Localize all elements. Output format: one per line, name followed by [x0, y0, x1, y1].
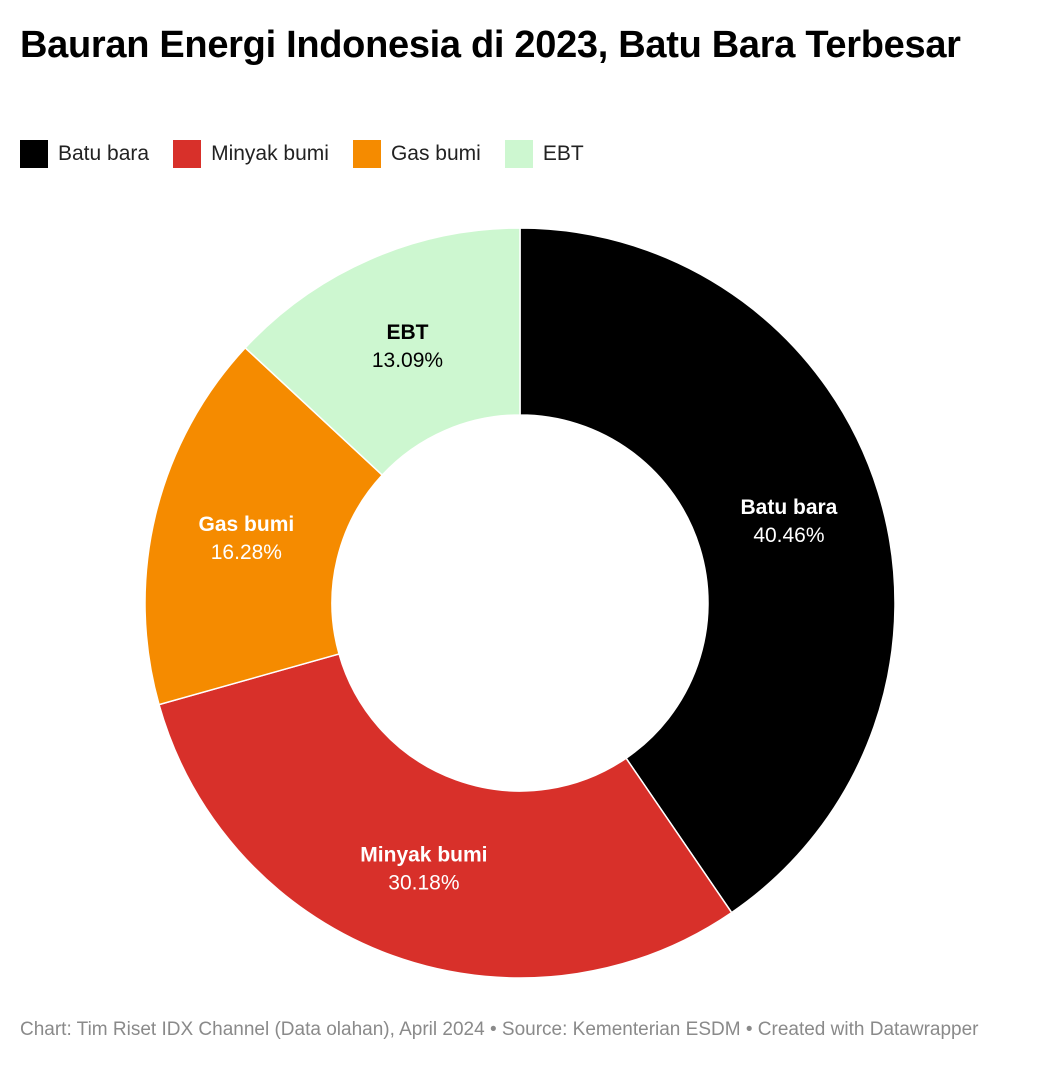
- footer-source: Source: Kementerian ESDM: [501, 1019, 741, 1040]
- footer-chart-credit: Chart: Tim Riset IDX Channel (Data olaha…: [20, 1019, 485, 1040]
- chart-footer: Chart: Tim Riset IDX Channel (Data olaha…: [20, 1017, 1010, 1043]
- slice-minyak-bumi: [158, 653, 733, 979]
- legend-item-ebt: EBT: [504, 140, 584, 168]
- legend-label-batu-bara: Batu bara: [58, 142, 150, 165]
- slice-label-gas-bumi: Gas bumi: [199, 513, 295, 536]
- legend-swatch-batu-bara: [20, 140, 48, 168]
- donut-chart: Batu bara 40.46% Minyak bumi 30.18% Gas bumi…: [144, 227, 896, 979]
- slice-value-minyak-bumi: 30.18%: [388, 872, 459, 895]
- chart-title: Bauran Energi Indonesia di 2023, Batu Ba…: [20, 24, 961, 66]
- footer-separator: •: [740, 1019, 758, 1040]
- legend-item-minyak-bumi: Minyak bumi: [173, 140, 329, 168]
- legend-label-ebt: EBT: [542, 142, 584, 165]
- slice-label-minyak-bumi: Minyak bumi: [360, 844, 487, 867]
- slice-gas-bumi: [144, 346, 384, 706]
- slice-label-ebt: EBT: [386, 321, 428, 344]
- slice-value-ebt: 13.09%: [372, 349, 443, 372]
- legend-item-gas-bumi: Gas bumi: [352, 140, 481, 168]
- footer-separator: •: [484, 1019, 502, 1040]
- slice-value-gas-bumi: 16.28%: [211, 541, 282, 564]
- legend: Batu bara Minyak bumi Gas bumi EBT: [20, 140, 608, 168]
- slice-value-batu-bara: 40.46%: [753, 524, 824, 547]
- legend-label-minyak-bumi: Minyak bumi: [211, 142, 329, 165]
- slice-batu-bara: [519, 227, 896, 914]
- legend-label-gas-bumi: Gas bumi: [390, 142, 481, 165]
- legend-swatch-ebt: [504, 140, 533, 168]
- legend-item-batu-bara: Batu bara: [20, 140, 149, 168]
- legend-swatch-minyak-bumi: [173, 140, 202, 168]
- slice-label-batu-bara: Batu bara: [741, 496, 838, 519]
- footer-created-with: Created with Datawrapper: [757, 1019, 979, 1040]
- slice-ebt: [244, 227, 521, 477]
- legend-swatch-gas-bumi: [352, 140, 381, 168]
